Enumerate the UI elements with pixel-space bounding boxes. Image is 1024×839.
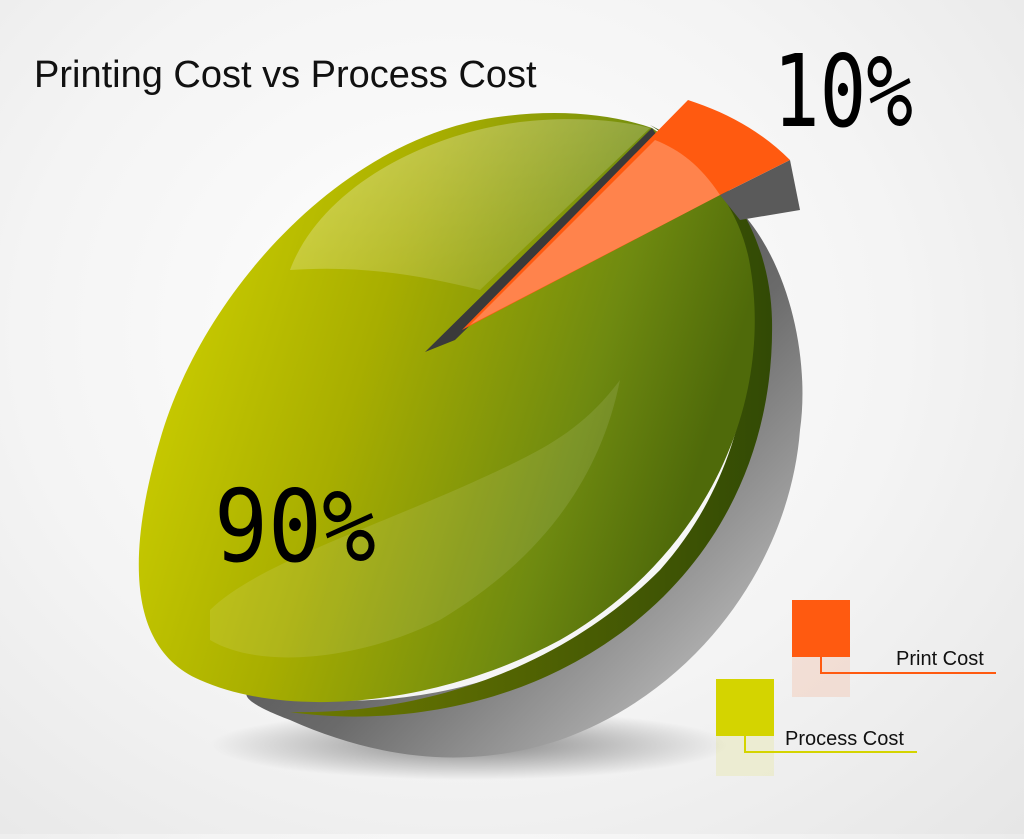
legend-label-print-cost: Print Cost <box>896 648 984 670</box>
print-slice-highlight <box>470 140 720 325</box>
process-slice-gloss <box>290 119 650 290</box>
process-slice <box>138 113 755 703</box>
legend-connector-process <box>744 736 917 753</box>
legend-connector-print <box>820 657 996 674</box>
legend-swatch-process <box>716 679 774 736</box>
process-slice-value-label: 90% <box>214 468 376 585</box>
legend-label-process-cost: Process Cost <box>785 728 904 750</box>
legend-swatch-print <box>792 600 850 657</box>
slice-gap-shadow <box>425 128 660 352</box>
chart-title: Printing Cost vs Process Cost <box>34 54 537 96</box>
process-slice-gloss-lower <box>210 380 620 658</box>
print-slice-value-label: 10% <box>773 33 913 150</box>
print-slice <box>462 100 790 330</box>
print-slice-side <box>720 160 800 220</box>
process-slice-side <box>246 205 803 758</box>
